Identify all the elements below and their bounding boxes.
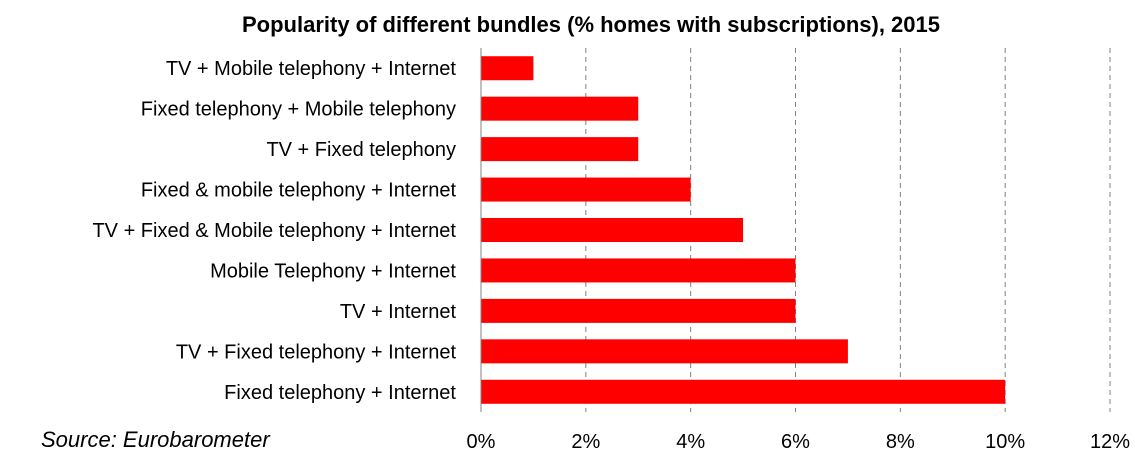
- x-tick-label-1: 2%: [571, 431, 600, 453]
- x-tick-label-3: 6%: [781, 431, 810, 453]
- category-label-2: TV + Fixed telephony: [266, 139, 456, 161]
- bar-3: [481, 177, 691, 202]
- x-tick-label-0: 0%: [467, 431, 496, 453]
- category-label-5: Mobile Telephony + Internet: [210, 260, 456, 282]
- category-labels: TV + Mobile telephony + Internet Fixed te…: [92, 58, 456, 404]
- category-label-0: TV + Mobile telephony + Internet: [166, 58, 457, 80]
- category-label-3: Fixed & mobile telephony + Internet: [141, 180, 457, 202]
- bars: [481, 56, 1006, 404]
- bar-7: [481, 339, 848, 364]
- category-label-8: Fixed telephony + Internet: [224, 382, 456, 404]
- bar-6: [481, 298, 796, 323]
- x-tick-label-6: 12%: [1090, 431, 1130, 453]
- x-tick-label-2: 4%: [676, 431, 705, 453]
- bar-8: [481, 379, 1006, 404]
- bar-0: [481, 56, 534, 81]
- category-label-4: TV + Fixed & Mobile telephony + Internet: [92, 220, 456, 242]
- category-label-6: TV + Internet: [340, 301, 457, 323]
- chart-title: Popularity of different bundles (% homes…: [242, 12, 940, 37]
- x-tick-label-4: 8%: [886, 431, 915, 453]
- x-tick-label-5: 10%: [985, 431, 1025, 453]
- category-label-1: Fixed telephony + Mobile telephony: [141, 99, 456, 121]
- bar-5: [481, 258, 796, 283]
- bar-4: [481, 218, 744, 242]
- bar-1: [481, 96, 639, 121]
- x-tick-labels: 0% 2% 4% 6% 8% 10% 12%: [467, 431, 1131, 453]
- bar-2: [481, 137, 639, 162]
- category-label-7: TV + Fixed telephony + Internet: [176, 341, 457, 363]
- source-note: Source: Eurobarometer: [41, 427, 271, 452]
